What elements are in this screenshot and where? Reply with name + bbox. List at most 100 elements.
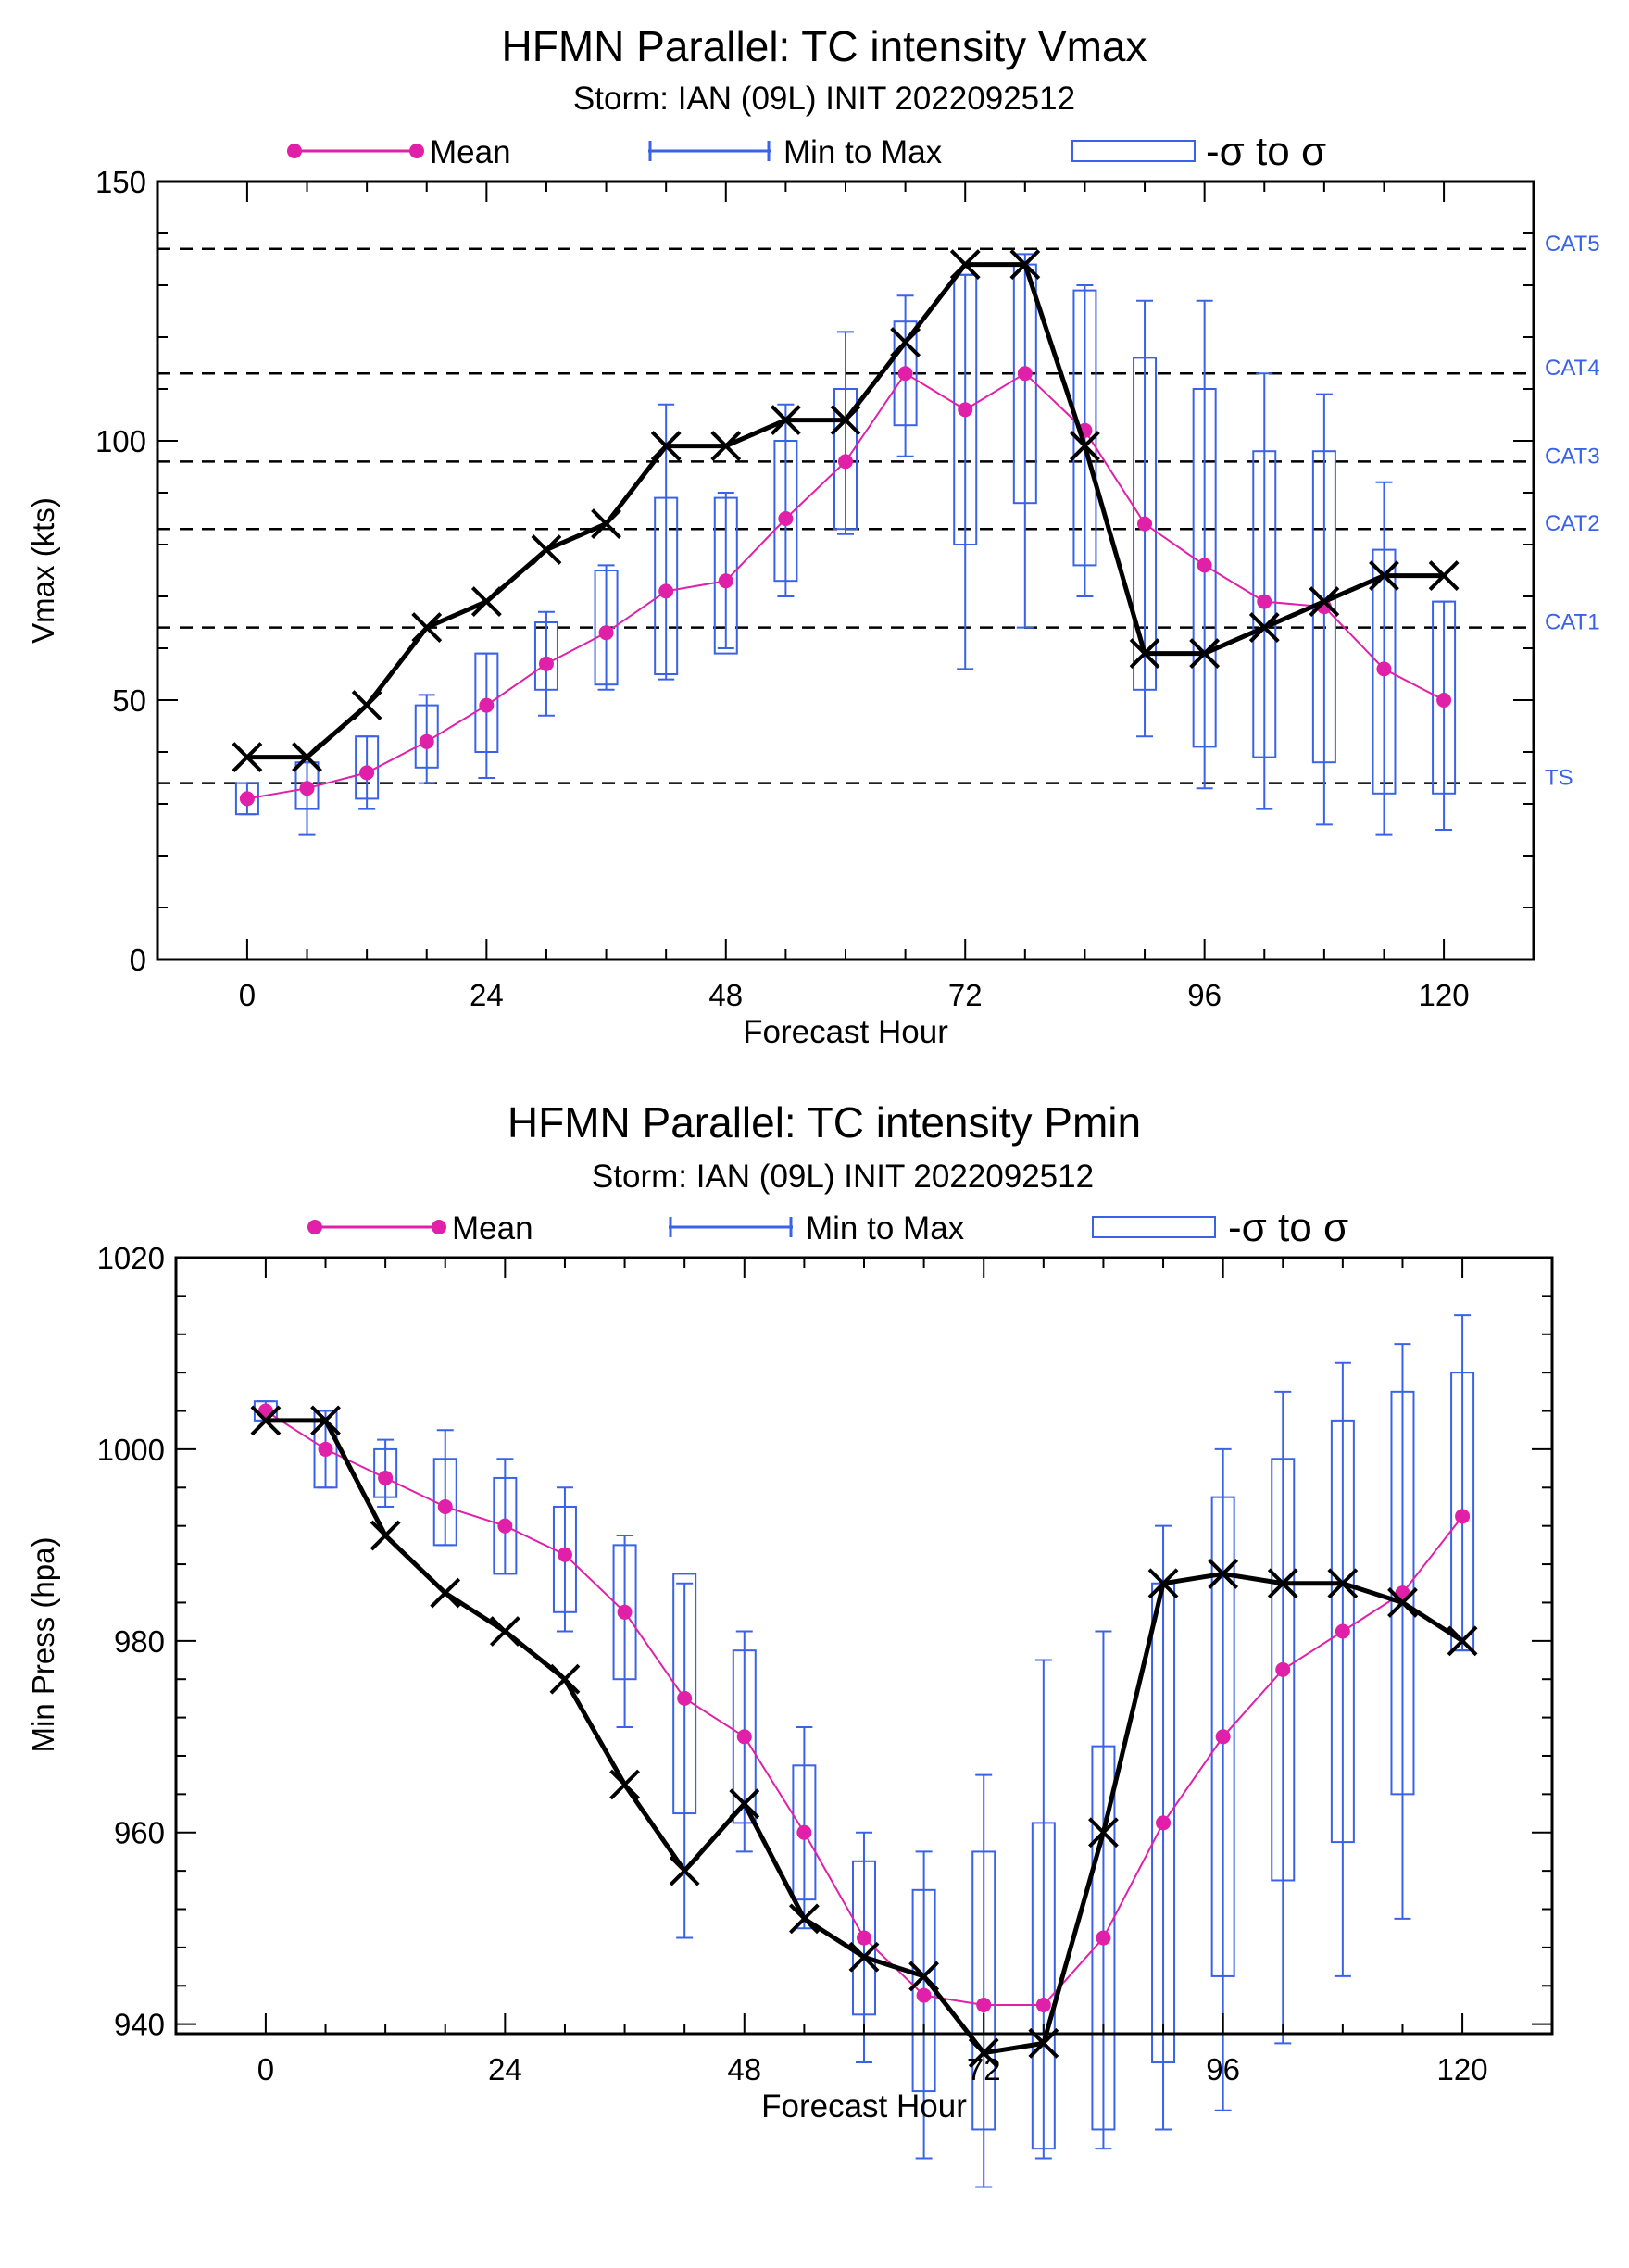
y-tick-label: 100 <box>95 424 146 458</box>
mean-point <box>437 1498 453 1514</box>
mean-point <box>538 656 554 671</box>
observed-marker <box>908 1961 940 1992</box>
observed-marker <box>1070 431 1100 462</box>
observed-marker <box>770 405 801 436</box>
x-tick-label: 120 <box>1419 978 1470 1012</box>
chart-title: HFMN Parallel: TC intensity Pmin <box>507 1098 1141 1147</box>
min-max-whisker <box>915 1850 933 2160</box>
observed-marker <box>830 405 861 436</box>
ref-label-cat4: CAT4 <box>1545 356 1600 381</box>
mean-point <box>976 1997 992 2012</box>
legend-mean-label: Mean <box>430 134 511 170</box>
min-max-whisker <box>1334 1361 1351 1977</box>
mean-point <box>378 1470 394 1485</box>
x-tick-label: 96 <box>1187 978 1222 1012</box>
mean-point <box>658 583 674 599</box>
min-max-whiskers <box>257 1314 1472 2188</box>
y-axis-label: Min Press (hpa) <box>26 1537 60 1753</box>
min-max-whisker <box>1034 1659 1052 2160</box>
mean-point <box>299 781 315 796</box>
mean-point <box>239 791 255 807</box>
x-tick-label: 0 <box>239 978 256 1012</box>
x-tick-label: 120 <box>1437 2052 1488 2086</box>
mean-point <box>736 1729 752 1745</box>
legend-range-swatch <box>648 141 771 161</box>
observed-marker <box>650 431 682 462</box>
min-max-whisker <box>975 1773 993 2188</box>
ref-label-cat5: CAT5 <box>1545 232 1600 257</box>
min-max-whisker <box>1454 1314 1472 1652</box>
y-axis: 0 50 100 150 <box>95 165 1534 977</box>
mean-point <box>1215 1729 1231 1745</box>
observed-marker <box>430 1577 461 1609</box>
mean-point <box>1156 1815 1172 1831</box>
observed-marker <box>232 742 263 773</box>
mean-point <box>1257 594 1272 609</box>
mean-point <box>1035 1997 1051 2012</box>
observed-marker <box>489 1616 520 1647</box>
chart-subtitle: Storm: IAN (09L) INIT 2022092512 <box>573 81 1075 117</box>
category-reference-lines: TS CAT1 CAT2 CAT3 CAT4 CAT5 <box>157 232 1600 791</box>
x-tick-label: 72 <box>967 2052 1001 2086</box>
mean-point <box>617 1604 633 1620</box>
observed-marker <box>1369 560 1399 592</box>
x-tick-label: 48 <box>727 2052 761 2086</box>
observed-marker <box>1147 1568 1179 1599</box>
observed-marker <box>1248 612 1280 644</box>
y-tick-label: 150 <box>95 165 146 199</box>
legend-range-swatch <box>669 1217 793 1237</box>
min-max-whisker <box>1214 1447 1232 2111</box>
observed-marker <box>370 1520 401 1551</box>
observed-marker <box>411 612 443 644</box>
ref-label-cat1: CAT1 <box>1545 610 1600 635</box>
legend-sigma-label: -σ to σ <box>1228 1205 1348 1250</box>
mean-point <box>1197 558 1212 573</box>
mean-point <box>718 573 733 589</box>
legend-sigma-label: -σ to σ <box>1206 129 1326 174</box>
observed-marker <box>250 1405 282 1436</box>
observed-marker <box>890 327 921 358</box>
legend-range-label: Min to Max <box>806 1210 965 1247</box>
observed-marker <box>1387 1587 1418 1618</box>
mean-point <box>1335 1623 1350 1639</box>
min-max-whisker <box>837 331 854 535</box>
mean-point <box>916 1987 932 2003</box>
observed-marker <box>609 1769 640 1800</box>
chart-subtitle: Storm: IAN (09L) INIT 2022092512 <box>592 1159 1094 1195</box>
mean-point <box>1137 516 1153 532</box>
x-axis: 0 24 48 72 96 120 <box>239 182 1470 1012</box>
observed-marker <box>531 534 562 566</box>
observed-marker <box>949 249 981 281</box>
observed-marker <box>1267 1568 1298 1599</box>
y-axis: 940 960 980 1000 1020 <box>97 1241 1552 2042</box>
mean-point <box>359 765 375 781</box>
legend: Mean Min to Max -σ to σ <box>307 1205 1348 1250</box>
observed-series <box>250 1405 1478 2069</box>
observed-marker <box>1428 560 1460 592</box>
observed-marker <box>788 1903 820 1935</box>
ref-label-cat2: CAT2 <box>1545 511 1600 536</box>
mean-point <box>677 1690 693 1706</box>
legend-mean-swatch <box>307 1220 446 1234</box>
min-max-whisker <box>1274 1390 1292 2045</box>
min-max-whisker <box>676 1582 694 1939</box>
ref-label-cat3: CAT3 <box>1545 444 1600 469</box>
observed-marker <box>848 1941 880 1973</box>
vmax-panel: HFMN Parallel: TC intensity Vmax Storm: … <box>26 22 1600 1050</box>
observed-marker <box>1327 1568 1359 1599</box>
x-tick-label: 48 <box>708 978 743 1012</box>
min-max-whisker <box>298 761 316 836</box>
mean-point <box>318 1441 333 1457</box>
observed-marker <box>591 508 621 540</box>
observed-marker <box>669 1855 700 1886</box>
observed-marker <box>1309 586 1340 618</box>
x-tick-label: 24 <box>470 978 504 1012</box>
x-tick-label: 24 <box>488 2052 522 2086</box>
observed-marker <box>1129 638 1160 670</box>
mean-point <box>897 366 913 382</box>
min-max-whisker <box>1394 1343 1411 1920</box>
mean-point <box>958 402 973 418</box>
plot-frame <box>156 180 1535 961</box>
y-tick-label: 1000 <box>97 1433 165 1467</box>
min-max-whisker <box>478 652 495 779</box>
